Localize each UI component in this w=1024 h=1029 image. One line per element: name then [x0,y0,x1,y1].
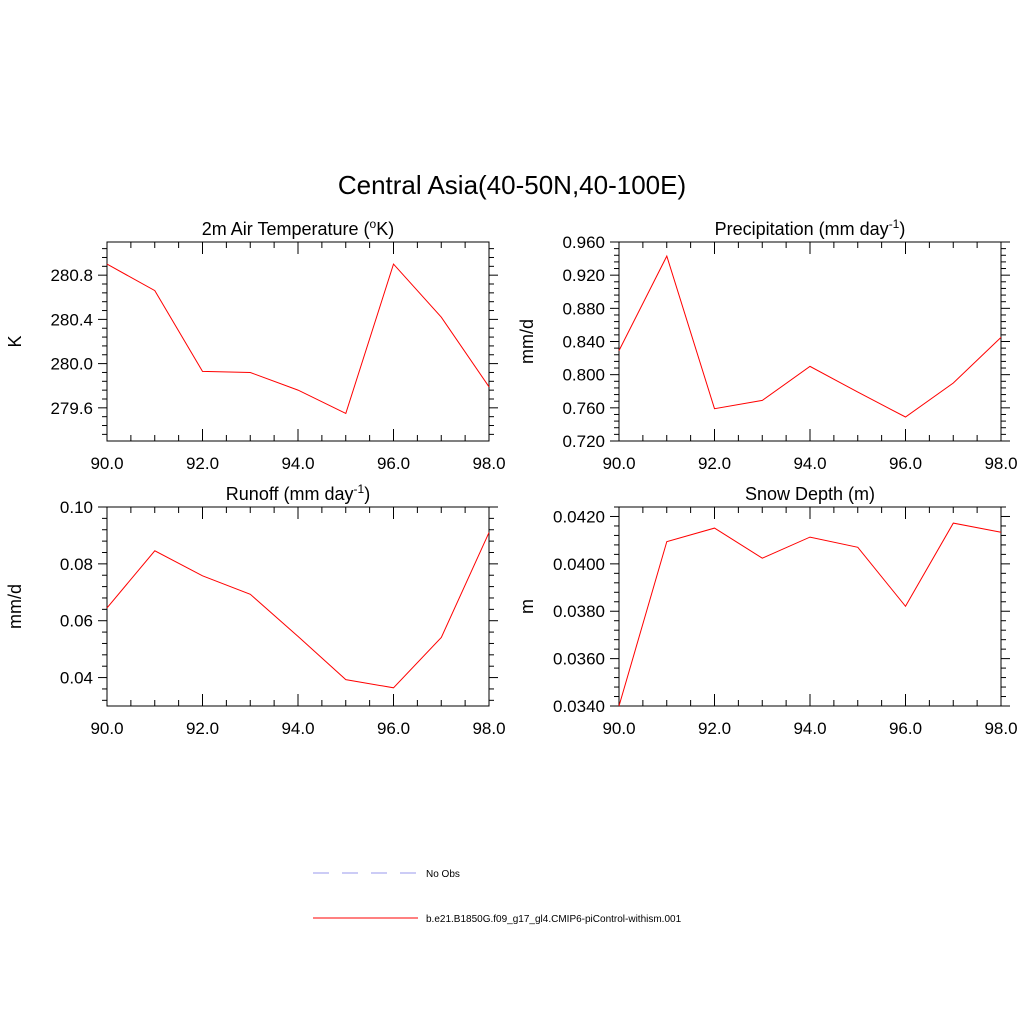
y-tick-label: 0.880 [562,299,605,318]
y-tick-label: 0.0360 [553,650,605,669]
x-tick-label: 92.0 [698,719,731,738]
x-tick-label: 90.0 [90,719,123,738]
panel-title: Snow Depth (m) [745,484,875,504]
x-tick-label: 94.0 [281,719,314,738]
y-tick-label: 0.10 [60,498,93,517]
x-tick-label: 96.0 [377,719,410,738]
x-tick-label: 90.0 [602,454,635,473]
y-tick-label: 0.840 [562,333,605,352]
x-tick-label: 90.0 [90,454,123,473]
series-line [106,532,490,689]
y-tick-label: 280.0 [50,355,93,374]
panel-title: 2m Air Temperature (oK) [202,217,394,239]
legend-label: b.e21.B1850G.f09_g17_gl4.CMIP6-piControl… [426,914,682,925]
y-axis-label: mm/d [517,319,537,364]
series-line [618,522,1002,707]
x-tick-label: 92.0 [186,454,219,473]
panel-2: Precipitation (mm day-1) 90.0 92.0 94.0 96.0… [517,217,1018,473]
y-axis-label: m [517,599,537,614]
x-tick-label: 92.0 [698,454,731,473]
x-tick-label: 98.0 [472,719,505,738]
x-tick-label: 90.0 [602,719,635,738]
y-tick-label: 0.08 [60,555,93,574]
y-tick-label: 0.760 [562,399,605,418]
panel-title: Precipitation (mm day-1) [715,217,906,239]
legend: No Obs b.e21.B1850G.f09_g17_gl4.CMIP6-piC… [313,869,682,925]
plot-frame [106,506,490,707]
x-tick-label: 94.0 [793,454,826,473]
panel-4: Snow Depth (m) 90.0 92.0 94.0 96.0 98.0 0.0340… [517,484,1018,738]
panel-1: 2m Air Temperature (oK) 90.0 92.0 94.0 96.0 9… [5,217,506,473]
x-tick-label: 96.0 [889,719,922,738]
y-tick-label: 0.0400 [553,555,605,574]
y-tick-label: 0.0380 [553,602,605,621]
plot-frame [618,241,1002,442]
legend-label: No Obs [426,869,460,880]
x-tick-label: 96.0 [377,454,410,473]
x-tick-label: 94.0 [793,719,826,738]
x-tick-label: 98.0 [472,454,505,473]
y-tick-label: 0.04 [60,669,93,688]
panel-title: Runoff (mm day-1) [226,482,370,504]
y-tick-label: 0.960 [562,233,605,252]
y-tick-label: 0.06 [60,612,93,631]
y-tick-label: 280.8 [50,266,93,285]
x-tick-label: 98.0 [984,719,1017,738]
y-axis-label: mm/d [5,584,25,629]
x-tick-label: 92.0 [186,719,219,738]
y-tick-label: 0.0420 [553,507,605,526]
x-tick-label: 94.0 [281,454,314,473]
plot-frame [106,241,490,442]
y-tick-label: 0.0340 [553,697,605,716]
x-tick-label: 98.0 [984,454,1017,473]
x-tick-label: 96.0 [889,454,922,473]
figure-title: Central Asia(40-50N,40-100E) [338,170,686,200]
y-tick-label: 0.800 [562,366,605,385]
y-tick-label: 279.6 [50,399,93,418]
panel-3: Runoff (mm day-1) 90.0 92.0 94.0 96.0 98.0 0.0… [5,482,506,738]
y-tick-label: 280.4 [50,310,93,329]
y-tick-label: 0.920 [562,266,605,285]
series-line [618,254,1002,418]
y-tick-label: 0.720 [562,432,605,451]
series-line [106,263,490,415]
y-axis-label: K [5,335,25,347]
panels: 2m Air Temperature (oK) 90.0 92.0 94.0 96.0 9… [5,217,1018,738]
